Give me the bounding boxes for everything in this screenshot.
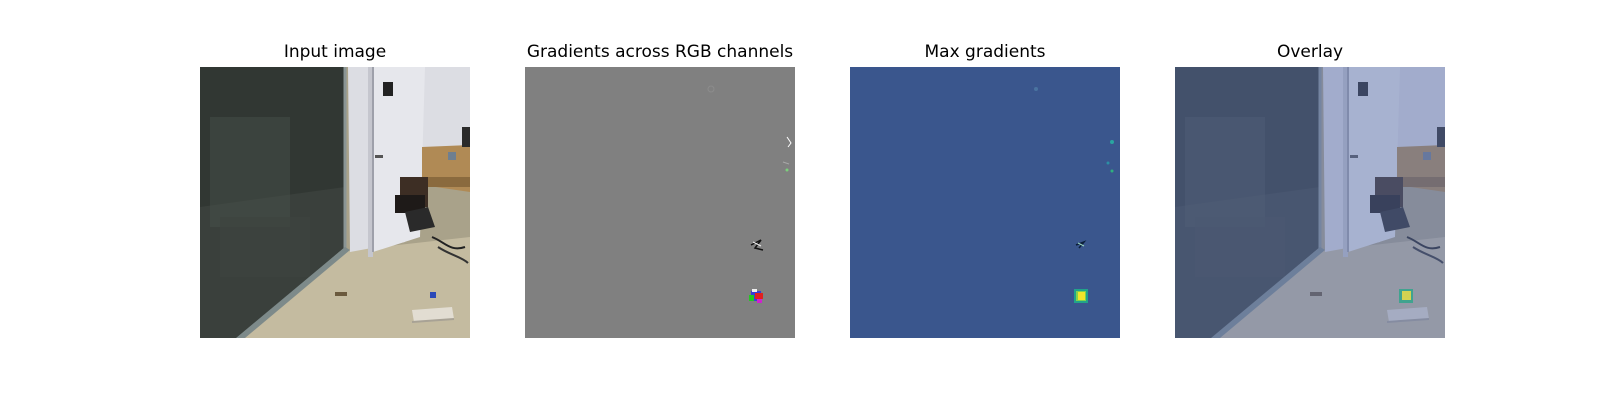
overlay-hotspot (1399, 289, 1413, 303)
gradient-background (525, 67, 795, 338)
panel-input-image: Input image (200, 0, 470, 400)
max-gradient-hotspot (1074, 289, 1088, 303)
gradient-hotspot (749, 289, 763, 303)
input-image (200, 67, 470, 338)
panel-title: Max gradients (924, 42, 1046, 62)
panel-title: Gradients across RGB channels (526, 42, 794, 62)
panel-gradients-rgb: Gradients across RGB channels (525, 0, 795, 400)
panel-title: Overlay (1276, 42, 1344, 62)
gradients-rgb-image (525, 67, 795, 338)
overlay-image (1175, 67, 1445, 338)
panel-overlay: Overlay (1175, 0, 1445, 400)
panel-title: Input image (283, 42, 387, 62)
max-gradients-image (850, 67, 1120, 338)
panel-max-gradients: Max gradients (850, 0, 1120, 400)
